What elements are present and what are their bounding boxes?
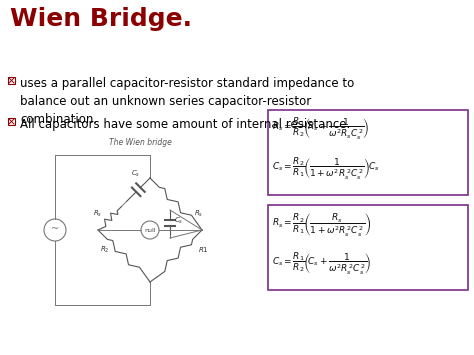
Text: null: null [144,228,156,233]
Text: $R_s = \dfrac{R_2}{R_1}\!\left(\dfrac{R_s}{1+\omega^2 R_s^{\,2} C_s^{\,2}}\right: $R_s = \dfrac{R_2}{R_1}\!\left(\dfrac{R_… [272,211,371,238]
Text: ~: ~ [51,224,59,234]
Text: All capacitors have some amount of internal resistance.: All capacitors have some amount of inter… [20,118,350,131]
Text: $R_s$: $R_s$ [194,209,203,219]
Text: $R_s = \dfrac{R_1}{R_2}\!\left(\!R_s + \dfrac{1}{\omega^2 R_s C_s^{\,2}}\!\right: $R_s = \dfrac{R_1}{R_2}\!\left(\!R_s + \… [272,116,369,142]
Text: $C_s$: $C_s$ [131,169,141,179]
Bar [8,118,15,125]
Bar [268,110,468,195]
Text: $C_s = \dfrac{R_1}{R_2}\!\left(\!C_s + \dfrac{1}{\omega^2 R_s^{\,2} C_s^{\,2}}\!: $C_s = \dfrac{R_1}{R_2}\!\left(\!C_s + \… [272,251,372,277]
Text: uses a parallel capacitor-resistor standard impedance to
balance out an unknown : uses a parallel capacitor-resistor stand… [20,77,354,126]
Bar [8,77,15,84]
Text: $R1$: $R1$ [198,245,209,254]
Bar [268,205,468,290]
Text: Wien Bridge.: Wien Bridge. [10,7,192,31]
Text: $R_s$: $R_s$ [93,209,102,219]
Text: $R_2$: $R_2$ [100,245,109,255]
Text: $C_s$: $C_s$ [174,215,183,226]
Text: The Wien bridge: The Wien bridge [109,138,172,147]
Text: $C_s = \dfrac{R_2}{R_1}\!\left(\dfrac{1}{1+\omega^2 R_s^{\,2} C_s^{\,2}}\right)\: $C_s = \dfrac{R_2}{R_1}\!\left(\dfrac{1}… [272,156,380,182]
